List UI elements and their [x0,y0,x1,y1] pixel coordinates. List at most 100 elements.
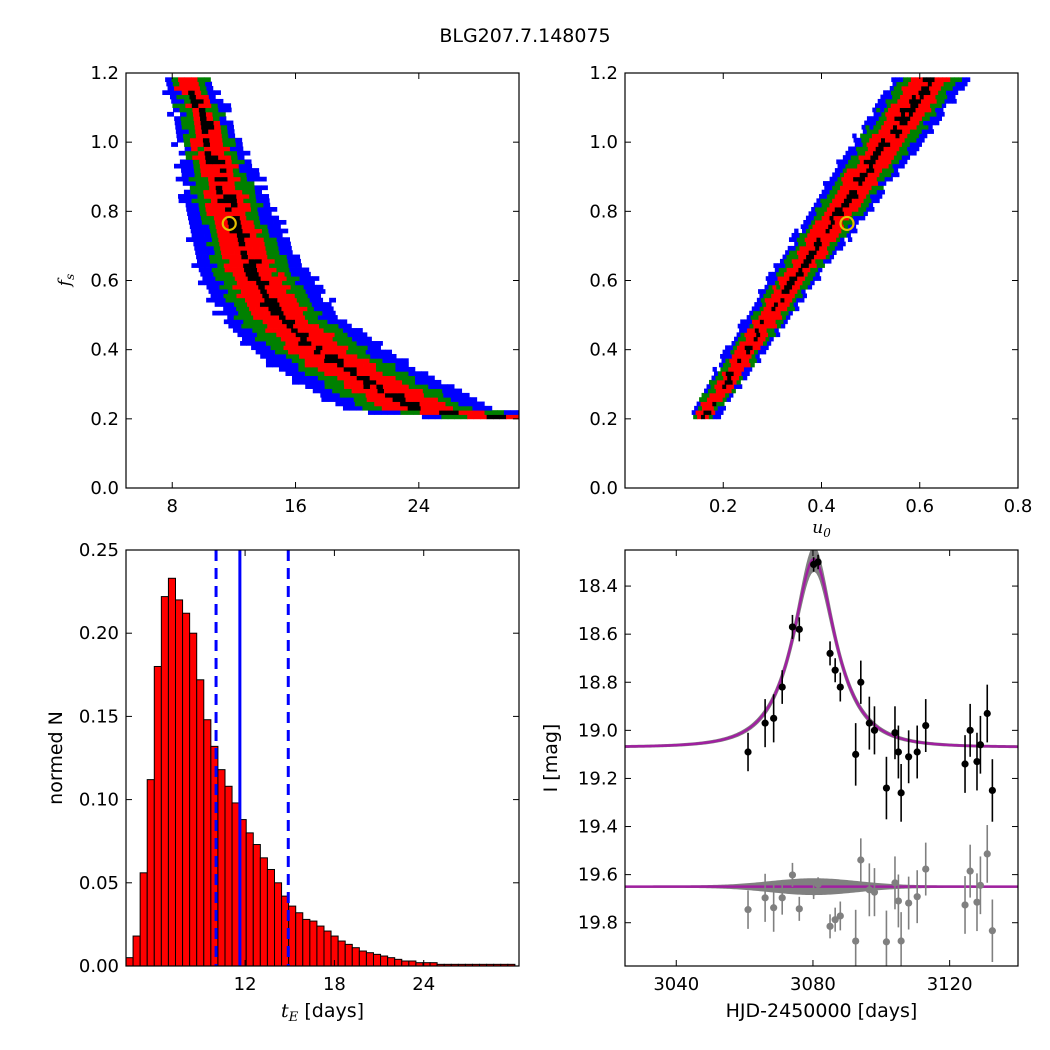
posterior-cell [892,94,897,100]
posterior-cell [769,289,775,294]
posterior-cell [852,146,857,152]
histogram-bar [174,599,184,966]
panel-light-curve: 3040 3080 312018.418.618.819.019.219.419.6… [540,549,1019,1022]
posterior-cell [830,207,836,212]
posterior-cell [318,353,326,359]
posterior-cell [218,202,225,208]
posterior-cell [698,405,703,411]
posterior-cell [806,254,811,260]
posterior-cell [791,232,796,238]
posterior-cell [820,224,825,230]
posterior-cell [853,137,858,143]
posterior-cell [202,133,210,139]
posterior-cell [291,315,299,320]
posterior-cell [727,375,732,381]
posterior-cell [231,155,238,160]
posterior-cell [898,90,904,96]
residual-point [836,912,844,920]
posterior-cell [171,77,179,83]
posterior-cell [716,414,722,420]
posterior-cell [790,280,796,286]
posterior-cell [889,168,895,173]
posterior-cell [291,341,299,346]
posterior-cell [361,345,369,351]
posterior-cell [294,258,301,264]
posterior-cell [763,306,768,312]
posterior-cell [934,77,939,83]
posterior-cell [789,302,795,307]
posterior-cell [202,254,210,260]
posterior-cell [421,371,429,377]
posterior-cell [710,384,715,389]
posterior-cell [892,81,897,87]
posterior-cell [787,306,792,312]
posterior-cell [279,353,287,359]
posterior-cell [834,219,840,225]
posterior-cell [815,271,820,277]
posterior-cell [234,302,241,307]
posterior-cell [178,77,185,83]
posterior-cell [273,219,280,225]
posterior-cell [192,81,200,87]
posterior-cell [841,176,846,182]
posterior-cell [269,267,277,273]
data-point [882,784,891,792]
posterior-cell [785,315,791,320]
posterior-cell [279,250,287,255]
posterior-cell [223,293,231,299]
posterior-cell [210,146,218,152]
posterior-cell [775,332,781,338]
posterior-cell [771,293,776,299]
posterior-cell [375,405,383,411]
posterior-cell [228,254,236,260]
posterior-cell [216,98,224,104]
posterior-cell [764,297,770,303]
posterior-cell [223,146,231,152]
posterior-cell [802,280,807,286]
posterior-cell [465,410,472,415]
posterior-cell [879,159,884,165]
posterior-cell [778,267,784,273]
posterior-cell [899,133,904,139]
posterior-cell [907,133,912,139]
posterior-cell [372,392,379,398]
posterior-cell [279,315,286,320]
posterior-cell [888,150,894,156]
posterior-cell [369,362,377,368]
posterior-cell [305,276,313,281]
fs-tE-ytick-label: 0.4 [90,340,119,361]
posterior-cell [812,263,818,268]
axes-frame [624,72,1019,489]
posterior-cell [206,284,214,290]
posterior-cell [261,336,269,342]
posterior-cell [921,129,927,134]
posterior-cell [923,120,928,126]
posterior-cell [194,124,202,130]
posterior-cell [816,263,822,268]
posterior-cell [932,111,937,117]
posterior-cell [807,271,812,277]
hist-xtick-label: 18 [323,974,346,995]
posterior-cell [363,341,370,346]
posterior-cell [177,98,185,104]
posterior-cell [832,198,837,204]
posterior-cell [857,215,862,221]
posterior-cell [782,267,787,273]
posterior-cell [784,284,789,290]
posterior-cell [739,375,744,381]
posterior-cell [756,332,761,338]
posterior-cell [291,371,299,377]
posterior-cell [889,111,894,117]
posterior-cell [810,280,815,286]
posterior-cell [890,142,895,147]
posterior-cell [879,133,885,139]
posterior-cell [902,116,907,121]
residual-point [810,888,818,896]
posterior-cell [212,116,220,121]
posterior-cell [721,358,726,364]
posterior-cell [404,392,412,398]
posterior-cell [213,271,221,277]
histogram-bar [401,960,410,966]
posterior-cell [263,237,271,242]
posterior-cell [872,107,877,113]
